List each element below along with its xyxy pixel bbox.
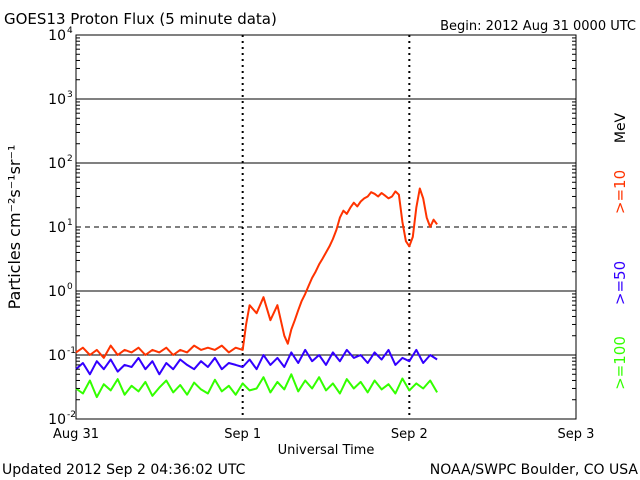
- y-axis-label: Particles cm⁻²s⁻¹sr⁻¹: [5, 145, 24, 310]
- series-line-0: [75, 187, 438, 359]
- legend-label: >=10: [611, 170, 629, 214]
- y-tick-exponent: 4: [67, 26, 73, 36]
- y-tick-exponent: -2: [67, 410, 76, 420]
- y-tick-exponent: 3: [67, 90, 73, 100]
- y-tick-label: 10: [48, 348, 66, 364]
- y-tick-label: 10: [48, 220, 66, 236]
- y-tick-label: 10: [48, 412, 66, 428]
- y-tick-exponent: -1: [67, 346, 76, 356]
- y-tick-label: 10: [48, 156, 66, 172]
- y-tick-label: 10: [48, 28, 66, 44]
- legend-label: >=100: [611, 336, 629, 390]
- y-tick-exponent: 0: [67, 282, 73, 292]
- begin-label: Begin: 2012 Aug 31 0000 UTC: [440, 19, 636, 34]
- source-credit: NOAA/SWPC Boulder, CO USA: [430, 462, 639, 478]
- y-tick-exponent: 2: [67, 154, 73, 164]
- legend: MeV >=10 >=50 >=100: [611, 112, 629, 389]
- y-tick-label: 10: [48, 92, 66, 108]
- grid: [76, 35, 576, 419]
- chart-title: GOES13 Proton Flux (5 minute data): [4, 10, 277, 28]
- y-tick-exponent: 1: [67, 218, 73, 228]
- updated-timestamp: Updated 2012 Sep 2 04:36:02 UTC: [2, 462, 246, 478]
- series-line-2: [75, 373, 438, 399]
- x-axis-label: Universal Time: [278, 443, 375, 458]
- series-line-1: [75, 348, 438, 376]
- legend-unit: MeV: [613, 112, 629, 143]
- series-layer: [75, 187, 438, 399]
- legend-label: >=50: [611, 261, 629, 305]
- x-axis-ticks: Aug 31 Sep 1 Sep 2 Sep 3: [53, 427, 594, 442]
- x-tick-label: Aug 31: [53, 427, 99, 442]
- x-tick-label: Sep 2: [391, 427, 428, 442]
- y-tick-label: 10: [48, 284, 66, 300]
- x-tick-label: Sep 3: [558, 427, 595, 442]
- x-tick-label: Sep 1: [224, 427, 261, 442]
